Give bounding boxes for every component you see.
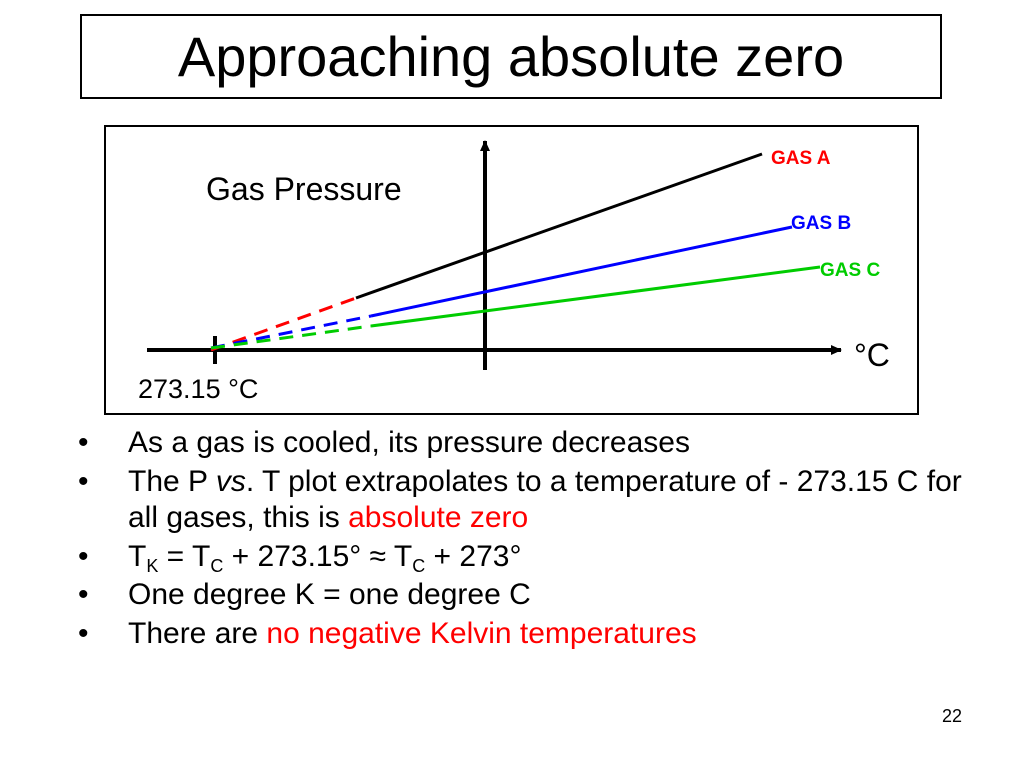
bullet-marker: •	[78, 539, 89, 573]
gas-a-extrapolation	[210, 296, 357, 352]
x-axis-unit-label: °C	[854, 337, 890, 373]
formula-part: T	[128, 539, 147, 573]
bullet-marker: •	[78, 464, 89, 498]
gas-c-label: GAS C	[820, 260, 880, 281]
bullet-item: • One degree K = one degree C	[70, 577, 1000, 614]
bullet-text-part: . T plot extrapolates to a temperature o…	[128, 464, 962, 535]
gas-c-line	[370, 265, 821, 328]
highlight-no-negative-kelvin: no negative Kelvin temperatures	[266, 616, 697, 650]
diagram-svg: Gas Pressure GAS A GAS B GAS C °C 273.15…	[138, 140, 890, 404]
bullet-item: • As a gas is cooled, its pressure decre…	[70, 425, 1000, 462]
highlight-absolute-zero: absolute zero	[348, 501, 529, 535]
pressure-temperature-diagram: Gas Pressure GAS A GAS B GAS C °C 273.15…	[104, 125, 919, 415]
formula-part: + 273°	[425, 539, 522, 573]
formula-part: + 273.15° ≈ T	[223, 539, 413, 573]
bullet-marker: •	[78, 616, 89, 650]
gas-a-line	[355, 152, 763, 300]
gas-c-extrapolation	[210, 324, 372, 350]
formula-subscript: C	[210, 555, 224, 576]
bullet-list: • As a gas is cooled, its pressure decre…	[70, 425, 1000, 655]
y-axis-label: Gas Pressure	[206, 171, 402, 207]
gas-b-extrapolation	[210, 314, 372, 350]
bullet-item: • There are no negative Kelvin temperatu…	[70, 616, 1000, 653]
slide-title: Approaching absolute zero	[177, 24, 845, 88]
bullet-marker: •	[78, 578, 89, 612]
bullet-item: • TK = TC + 273.15° ≈ TC + 273°	[70, 539, 1000, 576]
gas-b-label: GAS B	[791, 213, 851, 234]
bullet-item: • The P vs. T plot extrapolates to a tem…	[70, 464, 1000, 537]
formula-subscript: C	[412, 555, 426, 576]
gas-a-label: GAS A	[771, 148, 831, 169]
bullet-text-italic: vs	[215, 464, 246, 498]
formula-part: = T	[158, 539, 211, 573]
bullet-text: As a gas is cooled, its pressure decreas…	[128, 426, 690, 459]
bullet-text: One degree K = one degree C	[128, 578, 531, 612]
page-number: 22	[941, 706, 962, 726]
bullet-marker: •	[78, 426, 89, 459]
bullet-text-part: There are	[128, 616, 267, 650]
title-box: Approaching absolute zero	[80, 14, 942, 99]
bullet-text-part: The P	[128, 464, 216, 498]
formula-subscript: K	[146, 555, 159, 576]
intercept-label: 273.15 °C	[138, 374, 258, 404]
gas-b-line	[370, 225, 793, 318]
